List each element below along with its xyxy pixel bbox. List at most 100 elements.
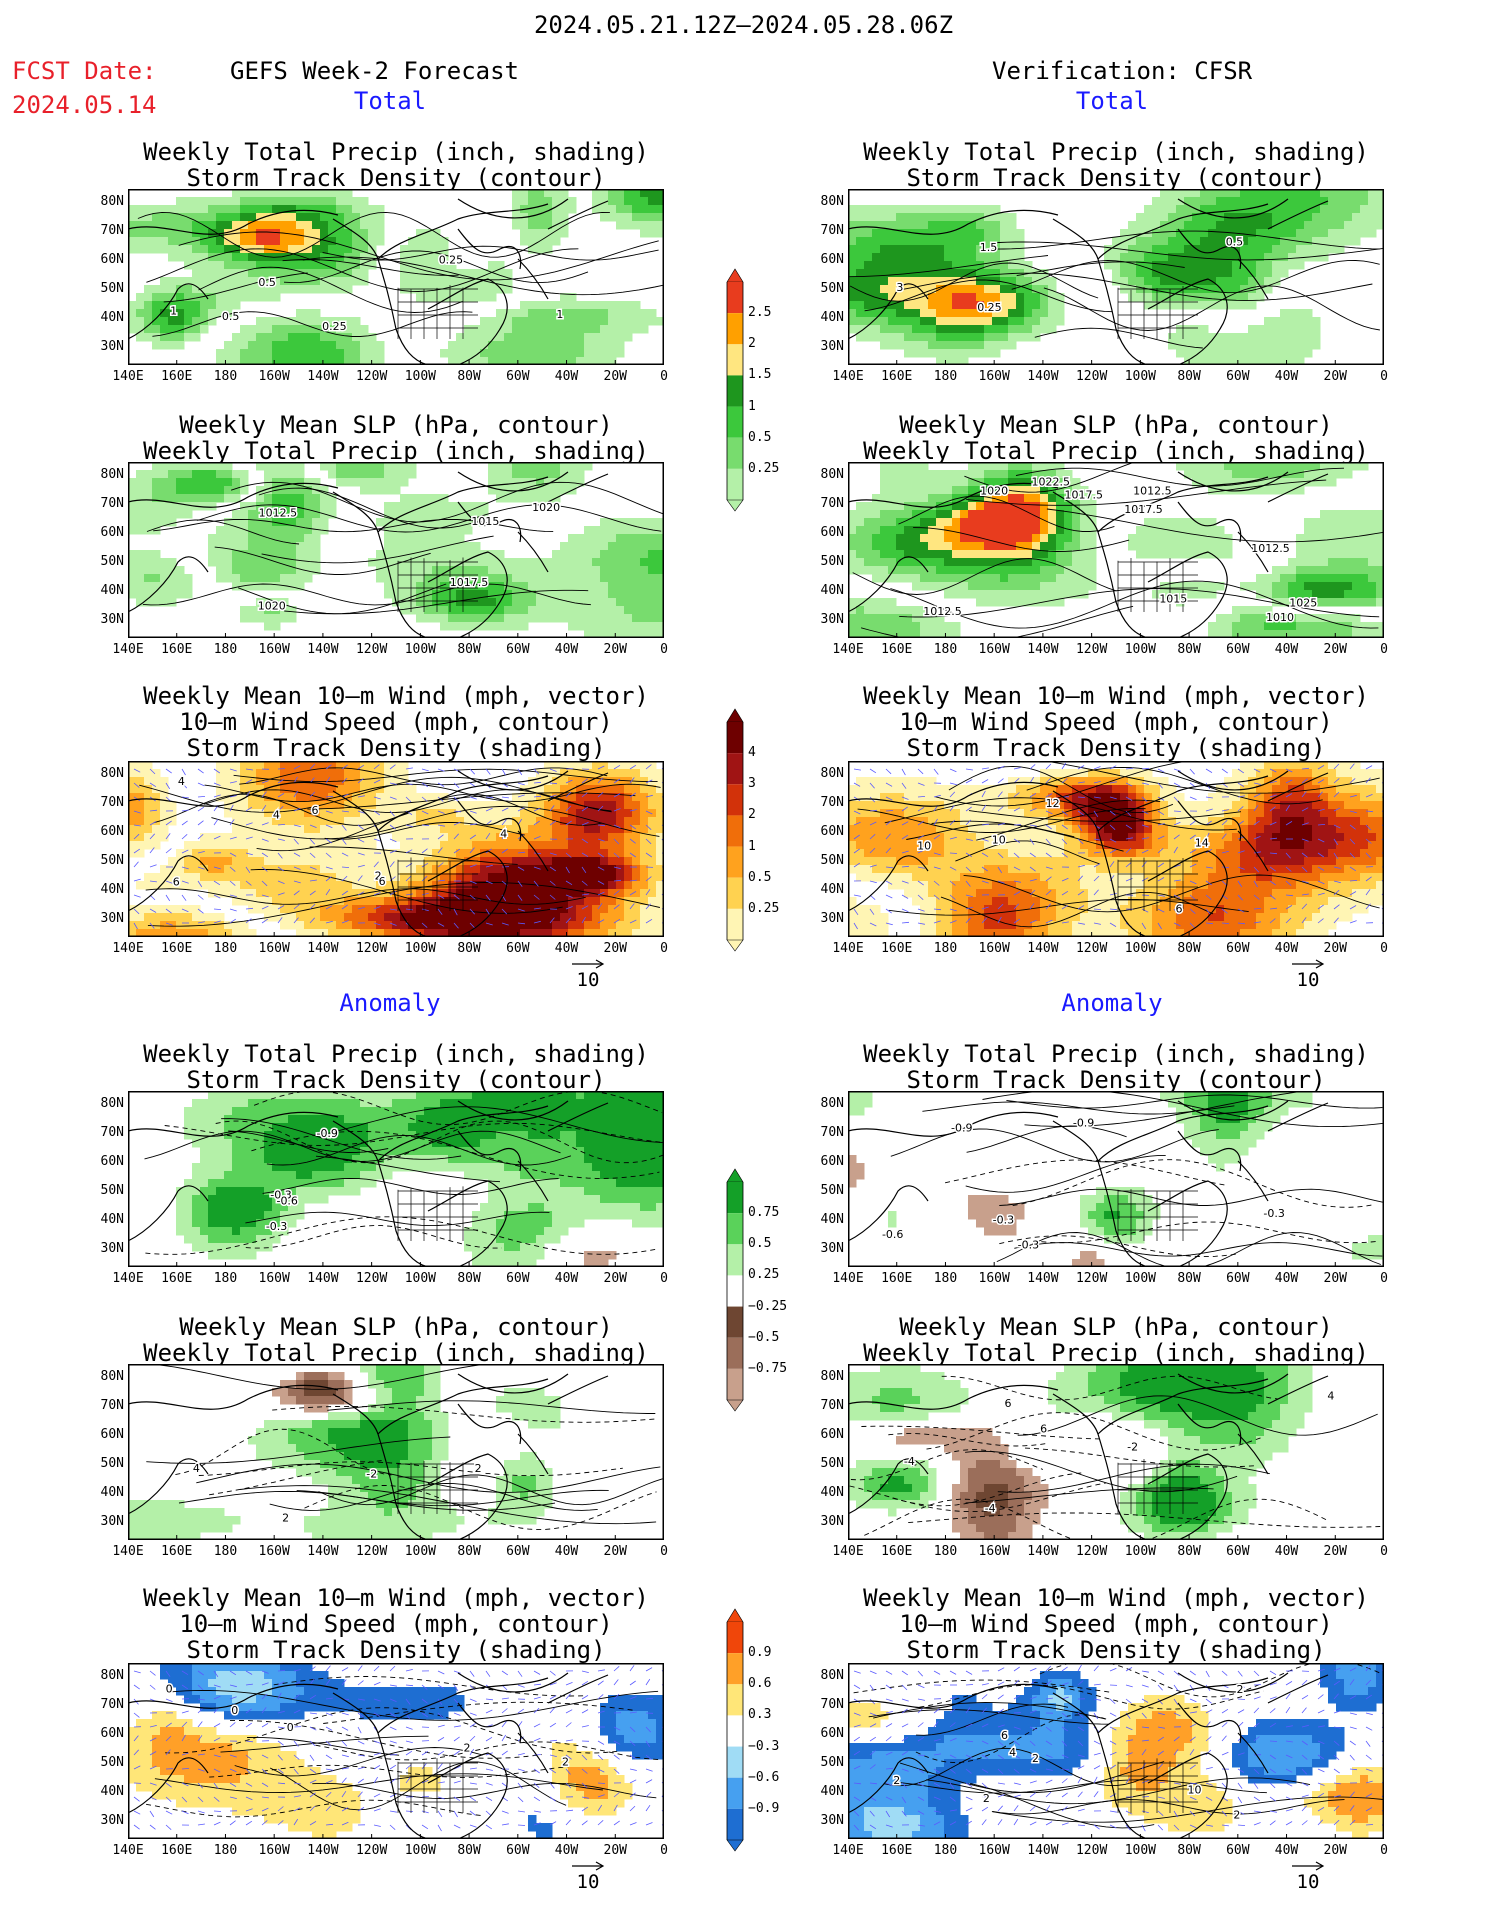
lon-label: 0 [1380, 369, 1388, 384]
lon-label: 60W [506, 1271, 530, 1286]
contour-label: 1017.5 [1124, 503, 1163, 516]
lat-label: 60N [820, 1154, 844, 1169]
contour-layer [142, 481, 664, 615]
contour-label: 2 [983, 1792, 990, 1805]
lon-label: 20W [1323, 1544, 1347, 1559]
map-panel-l5: 2 4 2 -2 [128, 1364, 664, 1540]
contour-label: 2 [282, 1512, 289, 1525]
lon-label: 100W [404, 1271, 437, 1286]
lon-label: 160E [881, 642, 913, 657]
lon-label: 160W [258, 1843, 290, 1858]
wind-vectors [853, 762, 1384, 930]
lon-label: 180 [933, 1544, 958, 1559]
lon-label: 0 [660, 1271, 668, 1286]
lon-label: 180 [213, 1544, 238, 1559]
map-panel-l4: -0.3 -0.6 -0.9 -0.3 [128, 1091, 664, 1267]
contour-labels: 6 4 6 -4 -2 -4 [902, 1388, 1336, 1517]
contour-label: 1.5 [980, 241, 998, 254]
colorbar-label: 0.25 [748, 1267, 780, 1283]
contour-label: 1012.5 [259, 507, 298, 520]
lon-label: 80W [1177, 1544, 1201, 1559]
contour-label: -4 [904, 1455, 915, 1468]
contour-label: 0.25 [439, 253, 464, 266]
lon-label: 20W [603, 369, 627, 384]
panel-title-line-3: Storm Track Density (shading) [186, 1636, 606, 1664]
lon-label: 40W [1274, 941, 1299, 956]
colorbar-label: −0.75 [748, 1360, 788, 1376]
lat-label: 30N [820, 612, 844, 627]
lon-label: 140W [1027, 1544, 1059, 1559]
vector-ref-arrow-icon [572, 959, 605, 969]
lon-label: 100W [404, 1544, 437, 1559]
lon-label: 80W [1177, 369, 1201, 384]
panel-title-line-2: 10–m Wind Speed (mph, contour) [179, 1610, 613, 1638]
lon-label: 140E [112, 941, 144, 956]
colorbar-wind-total [726, 708, 744, 952]
fcst-date-label: FCST Date: [12, 57, 157, 85]
panel-title-line-1: Weekly Mean SLP (hPa, contour) [899, 411, 1333, 439]
contour-labels: 1020 1017.5 1015 1020 1012.5 [256, 500, 561, 614]
lat-label: 70N [100, 1697, 124, 1712]
contour-label: 1010 [1266, 611, 1294, 624]
lon-label: 160W [258, 941, 290, 956]
contour-label: -0.3 [1018, 1238, 1039, 1251]
map-svg: 1020 1017.5 1015 1020 1012.5 [128, 462, 664, 638]
lon-label: 120W [1075, 941, 1108, 956]
lon-label: 40W [554, 1843, 579, 1858]
lat-label: 60N [820, 1726, 844, 1741]
lon-label: 60W [506, 941, 530, 956]
contour-label: 1012.5 [1251, 542, 1290, 555]
contour-label: 0.5 [222, 310, 240, 323]
lon-label: 40W [1274, 1271, 1299, 1286]
contour-label: 0.5 [1226, 235, 1244, 248]
lon-label: 160W [258, 642, 290, 657]
contour-label: 6 [379, 875, 386, 888]
panel-title-line-2: 10–m Wind Speed (mph, contour) [899, 708, 1333, 736]
lat-label: 40N [100, 1485, 124, 1500]
lon-label: 140E [832, 369, 864, 384]
lon-label: 60W [1226, 1843, 1250, 1858]
colorbar-label: 0.3 [748, 1707, 772, 1723]
panel-title-line-2: Weekly Total Precip (inch, shading) [143, 437, 649, 465]
lon-label: 140W [307, 941, 339, 956]
panel-title-line-1: Weekly Mean 10–m Wind (mph, vector) [863, 682, 1369, 710]
contour-label: 0.25 [977, 301, 1002, 314]
lon-label: 0 [1380, 1843, 1388, 1858]
lat-label: 50N [820, 1456, 844, 1471]
lat-label: 50N [820, 554, 844, 569]
contour-label: 4 [273, 808, 280, 821]
lon-label: 20W [603, 1544, 627, 1559]
lon-label: 160W [978, 642, 1010, 657]
colorbar-label: −0.9 [748, 1800, 780, 1816]
colorbar-label: 1.5 [748, 367, 772, 383]
lat-label: 40N [820, 310, 844, 325]
lat-label: 40N [100, 310, 124, 325]
contour-label: 6 [1040, 1423, 1047, 1436]
lat-label: 70N [100, 496, 124, 511]
lon-label: 0 [660, 1843, 668, 1858]
contour-label: 4 [1009, 1746, 1016, 1759]
contour-labels: 2 4 2 -2 [191, 1460, 483, 1526]
contour-label: 14 [1195, 836, 1209, 849]
lon-label: 100W [404, 941, 437, 956]
colorbar-label: 2 [748, 336, 756, 352]
lon-label: 120W [1075, 1271, 1108, 1286]
panel-title-line-1: Weekly Mean 10–m Wind (mph, vector) [143, 682, 649, 710]
lon-label: 20W [603, 941, 627, 956]
lon-label: 40W [554, 642, 579, 657]
lon-label: 160W [978, 1843, 1010, 1858]
contour-layer [146, 1676, 660, 1818]
lon-label: 80W [457, 642, 481, 657]
period-title: 2024.05.21.12Z–2024.05.28.06Z [533, 11, 954, 39]
shading-layer [848, 1663, 1384, 1839]
lon-label: 160W [258, 369, 290, 384]
lon-label: 140E [112, 369, 144, 384]
lon-label: 80W [457, 369, 481, 384]
contour-label: 2 [893, 1774, 900, 1787]
map-svg: 4 2 10 6 2 2 2 2 [848, 1663, 1384, 1839]
lon-label: 160W [978, 369, 1010, 384]
lon-label: 140E [112, 1544, 144, 1559]
lat-label: 50N [820, 1183, 844, 1198]
panel-title-line-1: Weekly Mean 10–m Wind (mph, vector) [143, 1584, 649, 1612]
